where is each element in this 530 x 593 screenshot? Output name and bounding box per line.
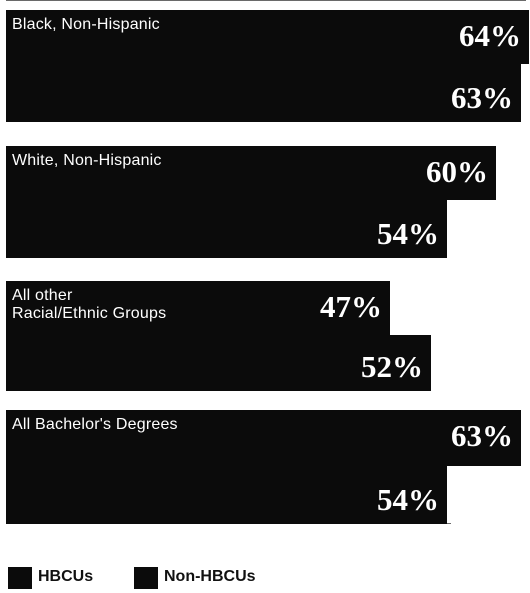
legend-label-hbcus: HBCUs <box>38 568 94 585</box>
category-label-line: Black, Non-Hispanic <box>12 16 160 33</box>
value-label-all-other-racial-ethnic-groups-non-hbcus: 52% <box>361 349 423 384</box>
bar-all-other-racial-ethnic-groups-non-hbcus <box>6 335 431 391</box>
bar-all-bachelor-s-degrees-hbcus <box>6 410 521 466</box>
category-label-line: White, Non-Hispanic <box>12 152 162 169</box>
category-label-white-non-hispanic: White, Non-Hispanic <box>12 152 162 170</box>
category-label-line: All other <box>12 287 73 304</box>
legend-label-non-hbcus: Non-HBCUs <box>164 568 256 585</box>
legend-swatch-hbcus <box>8 567 32 589</box>
value-label-all-other-racial-ethnic-groups-hbcus: 47% <box>320 289 382 324</box>
category-label-all-other-racial-ethnic-groups: All other Racial/Ethnic Groups <box>12 287 166 323</box>
value-label-all-bachelor-s-degrees-hbcus: 63% <box>451 418 513 453</box>
bar-all-other-racial-ethnic-groups-hbcus <box>6 281 390 335</box>
value-label-black-non-hispanic-non-hbcus: 63% <box>451 80 513 115</box>
bar-black-non-hispanic-hbcus <box>6 10 529 64</box>
value-label-white-non-hispanic-non-hbcus: 54% <box>377 216 439 251</box>
value-label-all-bachelor-s-degrees-non-hbcus: 54% <box>377 482 439 517</box>
value-label-black-non-hispanic-hbcus: 64% <box>459 18 521 53</box>
scan-rule <box>6 0 526 1</box>
bar-white-non-hispanic-hbcus <box>6 146 496 200</box>
value-label-white-non-hispanic-hbcus: 60% <box>426 154 488 189</box>
category-label-all-bachelor-s-degrees: All Bachelor's Degrees <box>12 416 178 434</box>
category-label-line: All Bachelor's Degrees <box>12 416 178 433</box>
category-label-line: Racial/Ethnic Groups <box>12 305 167 322</box>
bar-white-non-hispanic-non-hbcus <box>6 200 447 258</box>
legend-swatch-non-hbcus <box>134 567 158 589</box>
category-label-black-non-hispanic: Black, Non-Hispanic <box>12 16 160 34</box>
bar-all-bachelor-s-degrees-non-hbcus <box>6 466 447 524</box>
bar-black-non-hispanic-non-hbcus <box>6 64 521 122</box>
